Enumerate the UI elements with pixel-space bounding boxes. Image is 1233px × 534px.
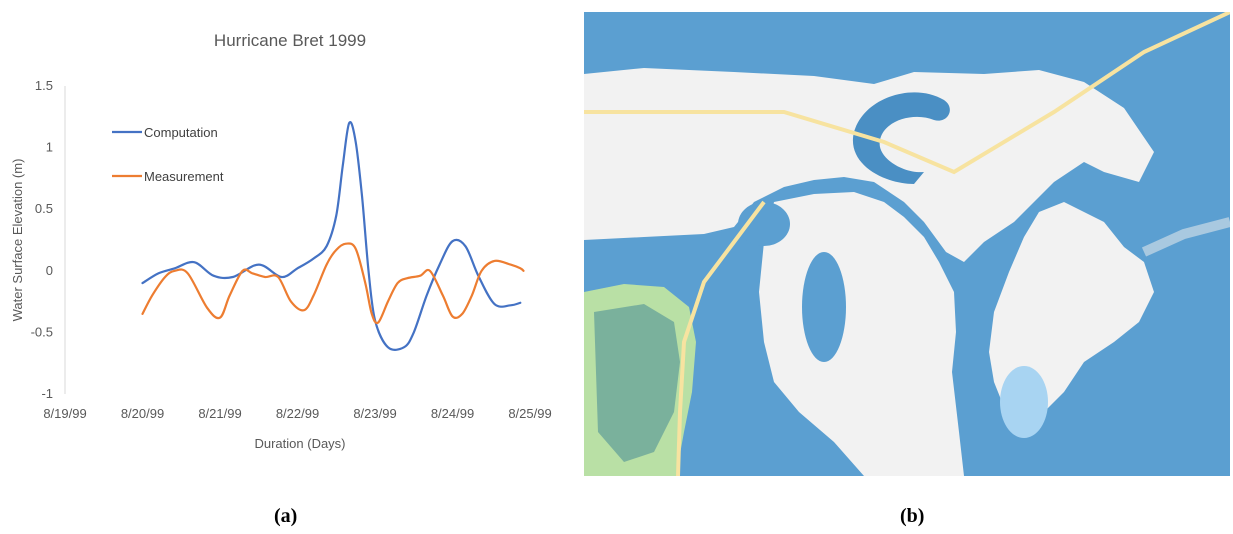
coastal-map-graphic xyxy=(584,12,1230,476)
x-tick-label: 8/22/99 xyxy=(276,406,319,421)
line-chart: Hurricane Bret 1999 Water Surface Elevat… xyxy=(10,31,552,451)
map-image xyxy=(584,12,1230,476)
land-east xyxy=(989,202,1154,417)
chart-title: Hurricane Bret 1999 xyxy=(214,31,366,50)
series-line-measurement xyxy=(141,242,525,325)
y-tick-label: 0 xyxy=(46,263,53,278)
x-axis-ticks: 8/19/99 8/20/99 8/21/99 8/22/99 8/23/99 8/24/… xyxy=(43,406,551,421)
land-peninsula xyxy=(759,192,964,476)
y-axis-label: Water Surface Elevation (m) xyxy=(10,159,25,322)
inlet xyxy=(738,202,790,246)
x-tick-label: 8/25/99 xyxy=(508,406,551,421)
highway xyxy=(584,12,1230,175)
light-lagoon xyxy=(1000,366,1048,438)
legend-label: Measurement xyxy=(144,169,224,184)
x-axis-label: Duration (Days) xyxy=(254,436,345,451)
lagoon xyxy=(802,252,846,362)
legend: Computation Measurement xyxy=(112,125,224,184)
causeway xyxy=(676,200,766,476)
caption-b: (b) xyxy=(900,505,925,527)
chart-panel: Hurricane Bret 1999 Water Surface Elevat… xyxy=(0,0,580,470)
y-axis-ticks: -1 -0.5 0 0.5 1 1.5 xyxy=(31,78,53,401)
legend-label: Computation xyxy=(144,125,218,140)
marsh-area xyxy=(594,304,680,462)
x-tick-label: 8/20/99 xyxy=(121,406,164,421)
x-tick-label: 8/23/99 xyxy=(353,406,396,421)
series-layer xyxy=(141,121,525,351)
y-tick-label: 0.5 xyxy=(35,201,53,216)
y-tick-label: 1.5 xyxy=(35,78,53,93)
y-tick-label: -1 xyxy=(41,386,53,401)
caption-a: (a) xyxy=(274,505,298,527)
harbor-ring xyxy=(852,92,950,184)
series-line-computation xyxy=(141,121,522,351)
channel xyxy=(1141,217,1230,257)
x-tick-label: 8/21/99 xyxy=(198,406,241,421)
y-tick-label: -0.5 xyxy=(31,324,53,339)
x-tick-label: 8/19/99 xyxy=(43,406,86,421)
x-tick-label: 8/24/99 xyxy=(431,406,474,421)
y-tick-label: 1 xyxy=(46,140,53,155)
